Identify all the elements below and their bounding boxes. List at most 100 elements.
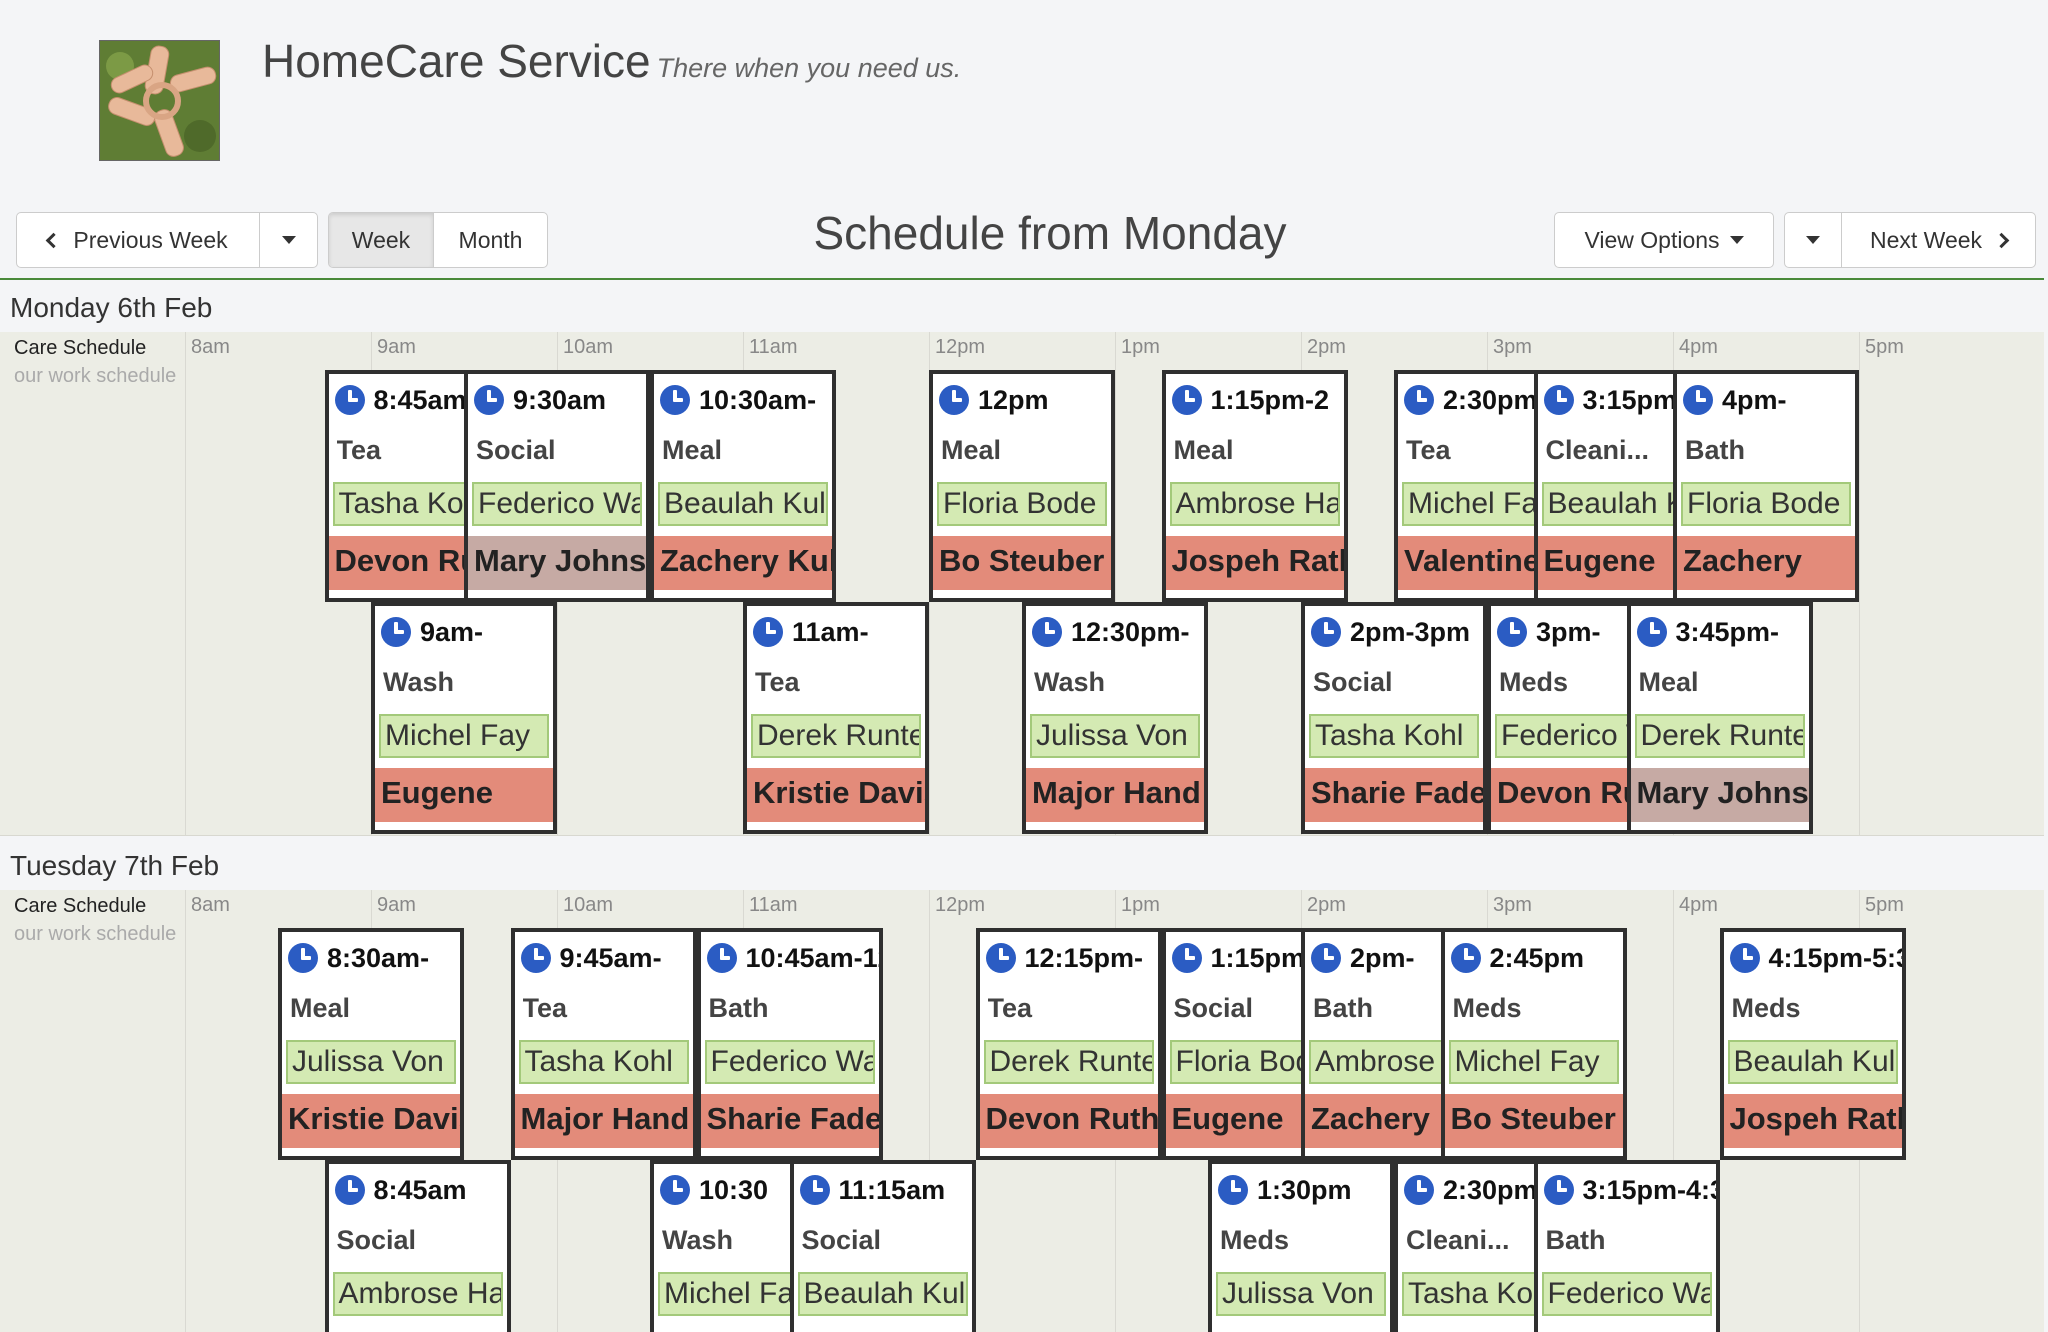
visit-client[interactable]: Jospeh Rath bbox=[1723, 1094, 1902, 1148]
visit-carer[interactable]: Tasha Kohl bbox=[1309, 714, 1479, 758]
visit-client[interactable]: Mary Johns bbox=[1630, 768, 1809, 822]
visit-card[interactable]: 12:30pm- Wash Julissa Von Major Hand bbox=[1022, 602, 1208, 834]
visit-time-text: 12pm bbox=[978, 384, 1049, 415]
visit-carer[interactable]: Ambrose Hane bbox=[332, 1272, 503, 1316]
visit-service: Meds bbox=[1499, 667, 1569, 697]
visit-carer[interactable]: Derek Runte bbox=[751, 714, 921, 758]
visit-carer[interactable]: Michel Fay bbox=[379, 714, 549, 758]
visit-carer[interactable]: Ambrose Hane bbox=[1169, 482, 1340, 526]
visit-service: Meal bbox=[290, 993, 351, 1023]
visit-card[interactable]: 9:45am- Tea Tasha Kohl Major Hand bbox=[510, 928, 697, 1160]
visit-service: Tea bbox=[522, 993, 568, 1023]
visit-service: Bath bbox=[708, 993, 769, 1023]
visit-card[interactable]: 9am- Wash Michel Fay Eugene bbox=[371, 602, 557, 834]
visit-service: Wash bbox=[383, 667, 455, 697]
visit-card[interactable]: 11am- Tea Derek Runte Kristie Davis bbox=[743, 602, 929, 834]
visit-client[interactable]: Major Hand bbox=[1026, 768, 1204, 822]
hour-label: 8am bbox=[191, 336, 230, 358]
visit-carer[interactable]: Derek Runte bbox=[1634, 714, 1805, 758]
visit-carer[interactable]: Beaulah Kulas bbox=[658, 482, 828, 526]
title-divider bbox=[0, 278, 2044, 280]
clock-icon bbox=[706, 943, 737, 973]
visit-client[interactable]: Jospeh Rath bbox=[1165, 536, 1344, 590]
visit-time: 11am- bbox=[753, 614, 925, 650]
app-tagline: There when you need us. bbox=[656, 53, 962, 83]
next-week-label: Next Week bbox=[1869, 226, 1983, 253]
visit-time-text: 9:30am bbox=[513, 384, 607, 415]
visit-carer[interactable]: Julissa Von bbox=[1216, 1272, 1386, 1316]
visit-carer[interactable]: Beaulah Kulas bbox=[797, 1272, 968, 1316]
visit-card[interactable]: 11:15am Social Beaulah Kulas bbox=[789, 1160, 976, 1332]
previous-week-dropdown-button[interactable] bbox=[260, 213, 317, 267]
visit-time: 2pm- bbox=[1311, 940, 1483, 976]
visit-card[interactable]: 10:30am- Meal Beaulah Kulas Zachery Kuhn bbox=[650, 370, 836, 602]
hour-label: 1pm bbox=[1121, 336, 1160, 358]
visit-card[interactable]: 10:45am-12 Bath Federico Walsh Sharie Fadel bbox=[696, 928, 883, 1160]
visit-service: Wash bbox=[1034, 667, 1106, 697]
schedule-title: Schedule from Monday bbox=[813, 207, 1287, 259]
chevron-right-icon bbox=[1993, 232, 2010, 248]
clock-icon bbox=[474, 385, 504, 415]
visit-service: Meal bbox=[1173, 435, 1234, 465]
visit-client[interactable]: Sharie Fadel bbox=[1305, 768, 1483, 822]
visit-card[interactable]: 12:15pm- Tea Derek Runte Devon Ruth bbox=[975, 928, 1162, 1160]
visit-client[interactable]: Bo Steuber bbox=[1444, 1094, 1623, 1148]
hour-label: 11am bbox=[749, 894, 798, 916]
visit-carer[interactable]: Federico Walsh bbox=[472, 482, 642, 526]
visit-card[interactable]: 8:45am Social Ambrose Hane bbox=[324, 1160, 511, 1332]
row-label: Care Schedule our work schedule bbox=[14, 334, 176, 390]
visit-time-text: 3:15pm bbox=[1582, 384, 1678, 415]
visit-card[interactable]: 4:15pm-5:30 Meds Beaulah Kulas Jospeh Rath bbox=[1719, 928, 1906, 1160]
previous-week-label: Previous Week bbox=[73, 226, 228, 253]
visit-client[interactable]: Kristie Davis bbox=[747, 768, 925, 822]
view-options-button[interactable]: View Options bbox=[1555, 213, 1773, 267]
visit-client[interactable]: Zachery bbox=[1677, 536, 1855, 590]
visit-carer[interactable]: Tasha Kohl bbox=[518, 1040, 689, 1084]
visit-carer[interactable]: Floria Bode bbox=[1681, 482, 1851, 526]
previous-week-button[interactable]: Previous Week bbox=[17, 213, 260, 267]
visit-card[interactable]: 8:30am- Meal Julissa Von Kristie Davis bbox=[278, 928, 464, 1160]
next-week-dropdown-button[interactable] bbox=[1785, 213, 1842, 267]
visit-time: 2pm-3pm bbox=[1311, 614, 1483, 650]
visit-card[interactable]: 12pm Meal Floria Bode Bo Steuber bbox=[929, 370, 1115, 602]
visit-client[interactable]: Bo Steuber bbox=[933, 536, 1111, 590]
visit-time-text: 8:45am bbox=[373, 1174, 467, 1205]
visit-card[interactable]: 2pm-3pm Social Tasha Kohl Sharie Fadel bbox=[1301, 602, 1487, 834]
visit-carer[interactable]: Julissa Von bbox=[1030, 714, 1200, 758]
visit-carer[interactable]: Federico Walsh bbox=[1541, 1272, 1712, 1316]
week-view-button[interactable]: Week bbox=[329, 213, 434, 267]
visit-carer[interactable]: Beaulah Kulas bbox=[1727, 1040, 1898, 1084]
visit-card[interactable]: 4pm- Bath Floria Bode Zachery bbox=[1673, 370, 1859, 602]
visit-time-text: 3:45pm- bbox=[1675, 616, 1780, 647]
visit-carer[interactable]: Derek Runte bbox=[983, 1040, 1154, 1084]
visit-card[interactable]: 1:30pm Meds Julissa Von bbox=[1208, 1160, 1394, 1332]
visit-carer[interactable]: Floria Bode bbox=[937, 482, 1107, 526]
hour-gridline bbox=[1859, 332, 1860, 835]
clock-icon bbox=[985, 943, 1016, 973]
month-view-button[interactable]: Month bbox=[434, 213, 547, 267]
visit-time-text: 4:15pm-5:30 bbox=[1768, 942, 1902, 973]
hour-label: 5pm bbox=[1865, 894, 1904, 916]
visit-carer[interactable]: Federico Walsh bbox=[704, 1040, 875, 1084]
visit-client[interactable]: Zachery Kuhn bbox=[654, 536, 832, 590]
visit-carer[interactable]: Julissa Von bbox=[286, 1040, 456, 1084]
visit-client[interactable]: Sharie Fadel bbox=[700, 1094, 879, 1148]
visit-card[interactable]: 3:45pm- Meal Derek Runte Mary Johns bbox=[1626, 602, 1813, 834]
clock-icon bbox=[1404, 1175, 1434, 1205]
visit-card[interactable]: 2:45pm Meds Michel Fay Bo Steuber bbox=[1440, 928, 1627, 1160]
visit-time-text: 8:45am bbox=[373, 384, 467, 415]
visit-card[interactable]: 3:15pm-4:30 Bath Federico Walsh bbox=[1533, 1160, 1720, 1332]
visit-carer[interactable]: Michel Fay bbox=[1448, 1040, 1619, 1084]
visit-card[interactable]: 1:15pm Social Floria Bode Eugene bbox=[1161, 928, 1348, 1160]
visit-client[interactable]: Mary Johns bbox=[468, 536, 646, 590]
next-week-button[interactable]: Next Week bbox=[1842, 213, 2035, 267]
hour-gridline bbox=[1673, 890, 1674, 1332]
visit-card[interactable]: 9:30am Social Federico Walsh Mary Johns bbox=[464, 370, 650, 602]
view-options-label: View Options bbox=[1584, 226, 1720, 253]
visit-client[interactable]: Major Hand bbox=[514, 1094, 693, 1148]
visit-client[interactable]: Kristie Davis bbox=[282, 1094, 460, 1148]
visit-service: Tea bbox=[987, 993, 1033, 1023]
visit-client[interactable]: Devon Ruth bbox=[979, 1094, 1158, 1148]
visit-client[interactable]: Eugene bbox=[375, 768, 553, 822]
visit-card[interactable]: 1:15pm-2 Meal Ambrose Hane Jospeh Rath bbox=[1161, 370, 1348, 602]
